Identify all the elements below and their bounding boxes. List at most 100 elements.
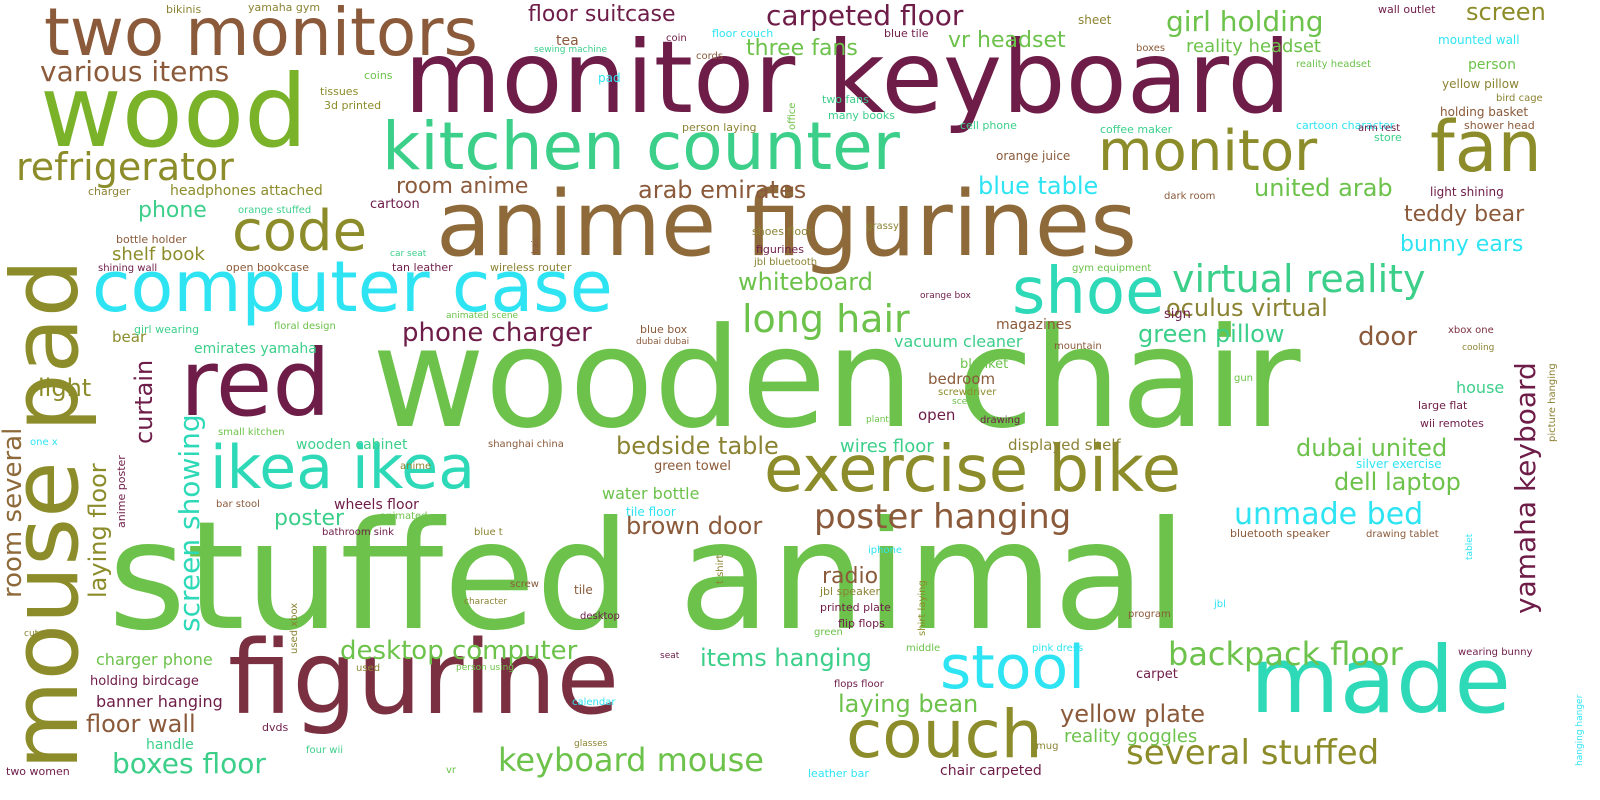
word-figurine: figurine bbox=[228, 619, 620, 738]
word-tea: tea bbox=[556, 33, 579, 49]
word-blanket: blanket bbox=[960, 357, 1009, 372]
word-plants: plants bbox=[866, 415, 894, 425]
word-coins: coins bbox=[364, 69, 393, 82]
word-bathroom-sink: bathroom sink bbox=[322, 527, 394, 538]
word-silver-exercise: silver exercise bbox=[1356, 457, 1442, 471]
word-laying-floor: laying floor bbox=[84, 463, 112, 598]
word-backpack-floor: backpack floor bbox=[1168, 635, 1403, 673]
word-shanghai-china: shanghai china bbox=[488, 439, 564, 450]
word-house: house bbox=[1456, 378, 1505, 397]
word-headphones-attached: headphones attached bbox=[170, 183, 323, 199]
word-hanging-hanger: hanging hanger bbox=[1575, 694, 1585, 766]
word-four-wii: four wii bbox=[306, 745, 344, 756]
word-girl-wearing: girl wearing bbox=[134, 323, 200, 336]
word-bunny-ears: bunny ears bbox=[1400, 232, 1524, 257]
word-jbl-bluetooth: jbl bluetooth bbox=[754, 257, 818, 268]
word-items-hanging: items hanging bbox=[700, 644, 872, 672]
word-jbl-speaker: jbl speaker bbox=[820, 585, 881, 598]
word-yamaha-keyboard: yamaha keyboard bbox=[1509, 362, 1542, 614]
word-chair-carpeted: chair carpeted bbox=[940, 763, 1042, 779]
word-tablet: tablet bbox=[1465, 533, 1475, 560]
word-iphone: iphone bbox=[868, 545, 903, 556]
word-cell-phone: cell phone bbox=[960, 119, 1017, 132]
word-screwdriver: screwdriver bbox=[938, 387, 997, 398]
word-coffee-maker: coffee maker bbox=[1100, 123, 1173, 136]
word-kitchen-counter: kitchen counter bbox=[382, 108, 900, 185]
word-several-stuffed: several stuffed bbox=[1126, 733, 1380, 773]
word-gym-equipment: gym equipment bbox=[1072, 263, 1152, 274]
word-animated-scene: animated scene bbox=[446, 311, 519, 321]
word-oculus-virtual: oculus virtual bbox=[1166, 294, 1328, 322]
word-orange-juice: orange juice bbox=[996, 149, 1071, 163]
word-radio: radio bbox=[822, 564, 879, 589]
word-brown-door: brown door bbox=[626, 512, 763, 540]
word-water-bottle: water bottle bbox=[602, 484, 700, 503]
word-stool: stool bbox=[940, 633, 1085, 703]
word-ikea-ikea: ikea ikea bbox=[210, 433, 475, 503]
word-anime: anime bbox=[400, 461, 432, 472]
word-emirates-yamaha: emirates yamaha bbox=[194, 341, 317, 357]
word-anime-poster: anime poster bbox=[115, 455, 128, 528]
word-yamaha-gym: yamaha gym bbox=[248, 1, 321, 14]
word-used-xbox: used xbox bbox=[289, 602, 300, 654]
word-person-using: person using bbox=[456, 663, 515, 673]
word-wii-remotes: wii remotes bbox=[1420, 417, 1484, 430]
word-laying-bean: laying bean bbox=[838, 690, 979, 718]
word-red: red bbox=[180, 330, 331, 437]
word-bear: bear bbox=[112, 328, 147, 346]
word-scene: scene bbox=[952, 397, 979, 407]
word-keyboard-mouse: keyboard mouse bbox=[498, 741, 764, 779]
word-code: code bbox=[232, 199, 368, 264]
word-gun: gun bbox=[1234, 373, 1254, 384]
word-floor-suitcase: floor suitcase bbox=[528, 2, 676, 27]
word-open: open bbox=[918, 406, 956, 424]
word-person-laying: person laying bbox=[682, 121, 757, 134]
word-pink-dress: pink dress bbox=[1032, 643, 1084, 654]
word-calendar: calendar bbox=[572, 697, 616, 708]
word-displayed-shelf: displayed shelf bbox=[1008, 436, 1121, 454]
word-whiteboard: whiteboard bbox=[738, 268, 873, 296]
word-three-fans: three fans bbox=[746, 36, 858, 61]
word-charger: charger bbox=[88, 185, 131, 198]
word-yellow-plate: yellow plate bbox=[1060, 700, 1206, 728]
word-many-books: many books bbox=[828, 109, 895, 122]
word-handle: handle bbox=[146, 737, 194, 753]
word-reality-goggles: reality goggles bbox=[1064, 726, 1198, 747]
word-exercise-bike: exercise bike bbox=[764, 433, 1182, 507]
word-refrigerator: refrigerator bbox=[16, 145, 234, 189]
word-vr-headset: vr headset bbox=[948, 28, 1066, 53]
word-vacuum-cleaner: vacuum cleaner bbox=[894, 332, 1023, 351]
word-light: light bbox=[38, 374, 92, 402]
word-blue-box: blue box bbox=[640, 323, 688, 336]
word-shower-head: shower head bbox=[1464, 119, 1535, 132]
word-boxes-floor: boxes floor bbox=[112, 747, 266, 780]
word-sign: sign bbox=[1164, 307, 1191, 322]
word-drawing-tablet: drawing tablet bbox=[1366, 529, 1439, 540]
word-anime-figurines: anime figurines bbox=[436, 172, 1138, 277]
word-wall-outlet: wall outlet bbox=[1378, 3, 1436, 16]
word-figurines: figurines bbox=[756, 243, 804, 256]
word-made: made bbox=[1250, 627, 1511, 734]
word-screen-showing: screen showing bbox=[173, 414, 206, 632]
word-phone: phone bbox=[138, 198, 207, 223]
word-charger-phone: charger phone bbox=[96, 650, 213, 669]
word-vr: vr bbox=[446, 765, 457, 776]
word-screw: screw bbox=[510, 579, 539, 590]
word-room-several: room several bbox=[0, 427, 28, 598]
word-large-flat: large flat bbox=[1418, 399, 1468, 412]
word-teddy-bear: teddy bear bbox=[1404, 202, 1525, 227]
word-green-towel: green towel bbox=[654, 459, 731, 474]
word-dark-room: dark room bbox=[1164, 191, 1216, 202]
word-shelf-book: shelf book bbox=[112, 244, 205, 265]
word-bar-stool: bar stool bbox=[216, 499, 260, 510]
word-poster-hanging: poster hanging bbox=[814, 497, 1072, 537]
word-floor-wall: floor wall bbox=[86, 710, 196, 738]
word-cords: cords bbox=[696, 51, 724, 62]
word-door: door bbox=[1358, 322, 1418, 352]
word-middle: middle bbox=[906, 643, 941, 654]
word-person: person bbox=[1468, 57, 1516, 73]
word-jbl: jbl bbox=[1214, 599, 1226, 610]
word-girl-holding: girl holding bbox=[1166, 5, 1324, 38]
word-flip-flops: flip flops bbox=[838, 617, 885, 630]
